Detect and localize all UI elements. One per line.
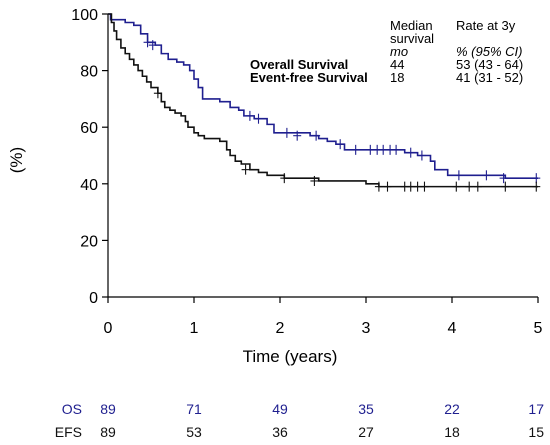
legend-median-unit: mo [390, 44, 408, 59]
legend-median-os: 44 [390, 57, 404, 72]
legend-rate-os: 53 (43 - 64) [456, 57, 523, 72]
x-tick-label: 4 [448, 320, 457, 337]
legend-series-os: Overall Survival [250, 57, 348, 72]
risk-row-label-os: OS [62, 401, 82, 417]
y-tick-label: 0 [89, 290, 98, 307]
risk-row-label-efs: EFS [55, 424, 82, 440]
risk-value-os: 89 [100, 401, 116, 417]
risk-value-os: 49 [272, 401, 288, 417]
risk-value-os: 22 [444, 401, 460, 417]
y-tick-label: 80 [80, 64, 98, 81]
risk-value-efs: 89 [100, 424, 116, 440]
y-tick-label: 60 [80, 120, 98, 137]
legend-series-efs: Event-free Survival [250, 70, 368, 85]
legend-rate-efs: 41 (31 - 52) [456, 70, 523, 85]
legend-rate-subheader: % (95% CI) [456, 44, 522, 59]
x-tick-label: 3 [362, 320, 371, 337]
x-tick-label: 0 [104, 320, 113, 337]
risk-value-os: 71 [186, 401, 202, 417]
efs-survival-curve [108, 13, 538, 188]
risk-table: OS 89 71 49 35 22 17 EFS 89 53 36 27 18 15 [55, 401, 544, 440]
risk-value-efs: 36 [272, 424, 288, 440]
axes [102, 13, 539, 303]
y-tick-label: 100 [71, 7, 98, 24]
os-survival-curve [108, 13, 538, 179]
curves [108, 13, 541, 192]
risk-value-efs: 27 [358, 424, 374, 440]
risk-value-efs: 53 [186, 424, 202, 440]
legend: Median survival mo Rate at 3y % (95% CI)… [250, 18, 523, 85]
risk-value-os: 17 [528, 401, 544, 417]
y-axis-title: (%) [7, 147, 26, 173]
x-tick-label: 5 [534, 320, 543, 337]
x-axis-title: Time (years) [243, 347, 338, 366]
legend-median-efs: 18 [390, 70, 404, 85]
risk-value-efs: 18 [444, 424, 460, 440]
x-tick-label: 1 [190, 320, 199, 337]
y-tick-label: 40 [80, 177, 98, 194]
legend-median-header-1: Median [390, 18, 433, 33]
risk-value-os: 35 [358, 401, 374, 417]
legend-median-header-2: survival [390, 31, 434, 46]
tick-labels: 0 20 40 60 80 100 0 1 2 3 4 5 [71, 7, 542, 337]
x-tick-label: 2 [276, 320, 285, 337]
legend-rate-header: Rate at 3y [456, 18, 516, 33]
risk-value-efs: 15 [528, 424, 544, 440]
y-tick-label: 20 [80, 233, 98, 250]
